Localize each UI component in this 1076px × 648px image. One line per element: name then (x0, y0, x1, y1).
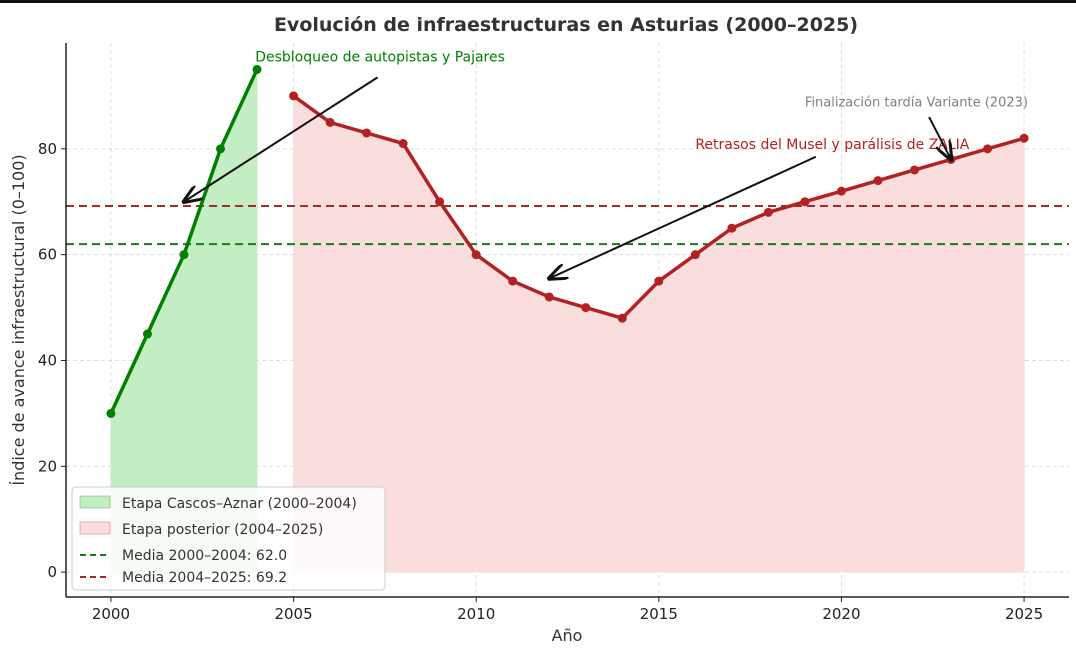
data-point (142, 329, 152, 339)
data-point (909, 165, 919, 175)
data-point (654, 276, 664, 286)
axes: 2000 2005 2010 2015 2020 2025 0 20 40 60 80 (38, 43, 1069, 623)
data-point (106, 408, 116, 418)
data-point (435, 197, 445, 207)
x-tick-label: 2025 (1005, 605, 1043, 623)
data-point (763, 207, 773, 217)
annotation-text: Retrasos del Musel y parálisis de ZALIA (695, 137, 969, 153)
data-point (398, 139, 408, 149)
data-point (800, 197, 810, 207)
data-point (179, 250, 189, 260)
series-lines (106, 64, 1029, 418)
data-point (836, 186, 846, 196)
data-point (983, 144, 993, 154)
x-tick-label: 2010 (457, 605, 495, 623)
legend-swatch (79, 495, 111, 509)
chart-title: Evolución de infraestructuras en Asturia… (274, 14, 858, 36)
legend-swatch (79, 521, 111, 535)
data-point (508, 276, 518, 286)
y-tick-label: 0 (47, 563, 57, 581)
data-point (690, 250, 700, 260)
y-tick-label: 80 (38, 140, 57, 158)
data-point (873, 176, 883, 186)
data-point (581, 303, 591, 313)
mean-lines (66, 204, 1069, 246)
annotations: Desbloqueo de autopistas y Pajares Retras… (184, 50, 1028, 279)
annotation-text: Finalización tardía Variante (2023) (805, 95, 1028, 110)
annotation-text: Desbloqueo de autopistas y Pajares (255, 50, 505, 66)
x-axis-label: Año (552, 626, 583, 645)
data-point (325, 117, 335, 127)
x-tick-label: 2020 (822, 605, 860, 623)
data-point (544, 292, 554, 302)
legend-label: Media 2004–2025: 69.2 (122, 570, 287, 586)
y-tick-label: 20 (38, 457, 57, 475)
data-point (1019, 133, 1029, 143)
x-tick-label: 2015 (640, 605, 678, 623)
data-point (471, 250, 481, 260)
y-tick-label: 40 (38, 351, 57, 369)
data-point (727, 223, 737, 233)
legend-label: Etapa Cascos–Aznar (2000–2004) (122, 496, 357, 512)
data-point (362, 128, 372, 138)
annotation-arrow (184, 76, 379, 201)
y-axis-label: Índice de avance infraestructural (0–100… (9, 154, 28, 485)
x-tick-label: 2000 (92, 605, 130, 623)
legend-label: Etapa posterior (2004–2025) (122, 522, 323, 538)
data-point (617, 313, 627, 323)
data-point (216, 144, 226, 154)
data-point (252, 64, 262, 74)
legend-label: Media 2000–2004: 62.0 (122, 548, 287, 564)
annotation-arrow (549, 155, 817, 279)
legend-box (71, 486, 386, 591)
annotation-arrow (928, 116, 951, 159)
data-point (289, 91, 299, 101)
chart-svg: Desbloqueo de autopistas y Pajares Retras… (9, 14, 1069, 645)
x-tick-label: 2005 (274, 605, 312, 623)
y-tick-label: 60 (38, 246, 57, 264)
legend: Etapa Cascos–Aznar (2000–2004) Etapa post… (71, 486, 386, 591)
